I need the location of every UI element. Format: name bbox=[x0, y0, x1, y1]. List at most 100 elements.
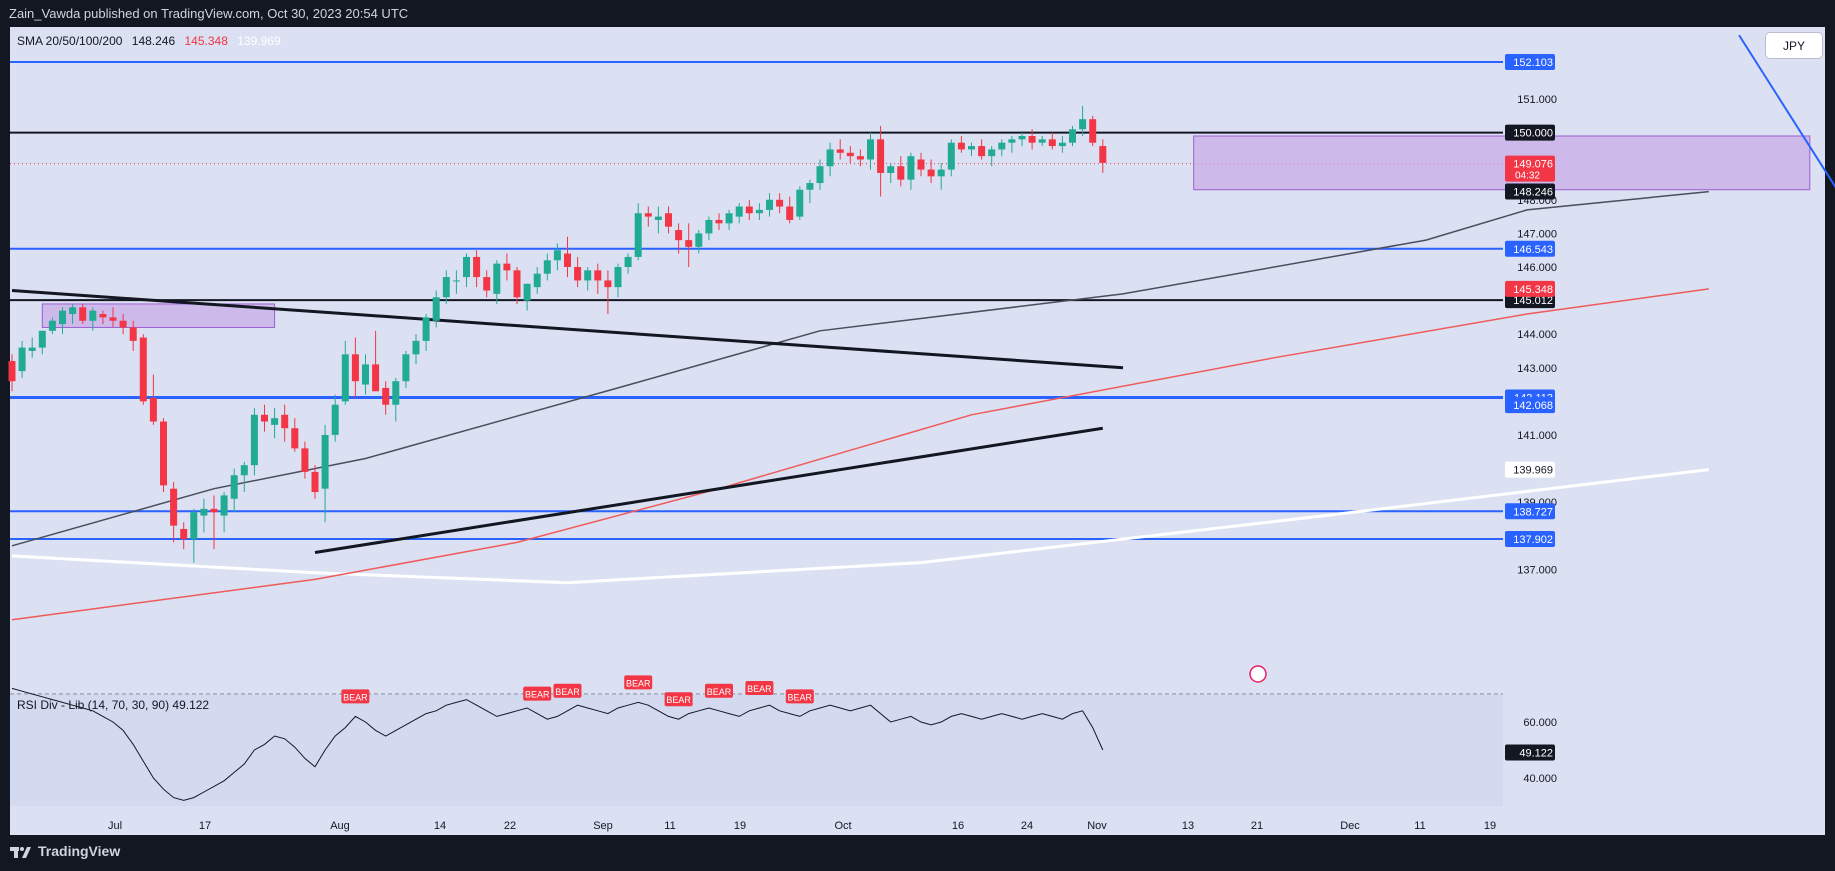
price-axis-tick: 147.000 bbox=[1517, 228, 1557, 240]
candle-body bbox=[665, 213, 672, 227]
candle-body bbox=[695, 233, 703, 247]
candle-body bbox=[957, 142, 965, 150]
rsi-value-tag: 49.122 bbox=[1519, 747, 1553, 759]
candle-body bbox=[463, 256, 470, 278]
price-axis-tick: 143.000 bbox=[1517, 363, 1557, 375]
candle-body bbox=[432, 297, 440, 321]
candle-body bbox=[745, 206, 753, 214]
candle-body bbox=[1089, 119, 1097, 143]
candle-body bbox=[69, 307, 77, 315]
candle-body bbox=[362, 364, 369, 385]
price-tag-bg bbox=[1505, 461, 1555, 478]
candle-body bbox=[1018, 135, 1026, 140]
bear-signal-bg bbox=[745, 681, 774, 695]
candle-body bbox=[564, 253, 571, 267]
candle-body bbox=[705, 219, 713, 234]
candle-body bbox=[392, 381, 400, 405]
candle-body bbox=[372, 364, 380, 392]
candle-body bbox=[442, 277, 450, 298]
candle-body bbox=[1069, 129, 1076, 143]
sma-100-line bbox=[11, 288, 1709, 621]
candle-body bbox=[412, 340, 420, 355]
time-axis-tick: 11 bbox=[664, 820, 675, 832]
candle-body bbox=[604, 280, 612, 288]
candle-body bbox=[493, 263, 501, 294]
time-axis-tick: 21 bbox=[1251, 820, 1263, 832]
candle-body bbox=[594, 270, 602, 281]
candle-body bbox=[766, 199, 773, 210]
level-label: 137.902 bbox=[1513, 534, 1553, 546]
consolidation-box bbox=[41, 303, 276, 328]
candle-body bbox=[109, 317, 117, 321]
bear-signal-label: BEAR bbox=[747, 684, 772, 694]
consolidation-box bbox=[1193, 135, 1811, 191]
candle-body bbox=[917, 159, 925, 170]
time-axis-tick: 19 bbox=[1484, 820, 1496, 832]
candle-body bbox=[533, 273, 541, 288]
time-axis-tick: 19 bbox=[734, 820, 746, 832]
candle-body bbox=[210, 508, 218, 513]
candle-body bbox=[654, 216, 662, 220]
candle-body bbox=[351, 354, 359, 382]
candle-body bbox=[574, 266, 582, 281]
price-axis-tick: 137.000 bbox=[1517, 564, 1557, 576]
price-tag: 148.246 bbox=[1513, 187, 1553, 199]
candle-body bbox=[584, 270, 592, 281]
rsi-band-fill bbox=[10, 694, 1503, 806]
time-axis-tick: Jul bbox=[108, 820, 122, 832]
candle-body bbox=[170, 488, 178, 526]
projection-line bbox=[1738, 34, 1835, 189]
time-axis-tick: Sep bbox=[593, 820, 613, 832]
tradingview-logo-icon bbox=[10, 845, 32, 858]
price-axis-tick: 146.000 bbox=[1517, 262, 1557, 274]
price-tag: 139.969 bbox=[1513, 465, 1553, 477]
candle-body bbox=[1079, 119, 1087, 130]
footer-label: TradingView bbox=[38, 843, 121, 859]
sma-50-line bbox=[11, 190, 1709, 547]
level-label-bg bbox=[1505, 124, 1555, 141]
candle-body bbox=[59, 310, 66, 325]
sma-200-line bbox=[11, 468, 1709, 585]
level-label: 138.727 bbox=[1513, 506, 1553, 518]
candle-body bbox=[685, 240, 693, 247]
level-label-bg bbox=[1505, 240, 1555, 257]
bear-signal-label: BEAR bbox=[626, 678, 651, 688]
candle-body bbox=[291, 428, 299, 449]
bear-signal-bg bbox=[664, 692, 693, 707]
candle-body bbox=[988, 149, 996, 157]
candle-body bbox=[1008, 139, 1016, 143]
candle-body bbox=[887, 166, 895, 173]
candle-body bbox=[968, 146, 975, 150]
candle-body bbox=[402, 354, 410, 382]
candle-body bbox=[190, 512, 198, 540]
time-axis-tick: Nov bbox=[1087, 820, 1107, 832]
bear-signal-bg bbox=[523, 686, 552, 701]
level-label-bg bbox=[1505, 503, 1555, 520]
candle-body bbox=[341, 354, 349, 402]
sma-legend-value-100: 145.348 bbox=[184, 34, 228, 48]
sma-legend-value-200: 139.969 bbox=[237, 34, 281, 48]
candle-body bbox=[644, 213, 652, 217]
rsi-axis-tick: 40.000 bbox=[1523, 773, 1557, 785]
level-label-bg bbox=[1505, 54, 1555, 70]
publisher-headline: Zain_Vawda published on TradingView.com,… bbox=[9, 6, 409, 21]
candle-body bbox=[331, 404, 339, 435]
candle-body bbox=[200, 508, 208, 516]
candle-body bbox=[867, 139, 874, 160]
time-axis-tick: 22 bbox=[504, 820, 516, 832]
currency-button[interactable]: JPY bbox=[1765, 32, 1823, 59]
candle-body bbox=[8, 361, 16, 382]
bear-signal-bg bbox=[624, 675, 653, 690]
candle-body bbox=[927, 169, 935, 177]
candle-body bbox=[715, 219, 723, 224]
candle-body bbox=[483, 277, 491, 291]
time-axis-tick: 11 bbox=[1414, 820, 1425, 832]
candle-body bbox=[846, 152, 854, 157]
candle-body bbox=[897, 166, 905, 180]
level-label: 145.012 bbox=[1513, 295, 1553, 307]
candle-body bbox=[250, 414, 258, 466]
bear-signal-label: BEAR bbox=[525, 690, 550, 700]
candle-body bbox=[513, 270, 521, 298]
